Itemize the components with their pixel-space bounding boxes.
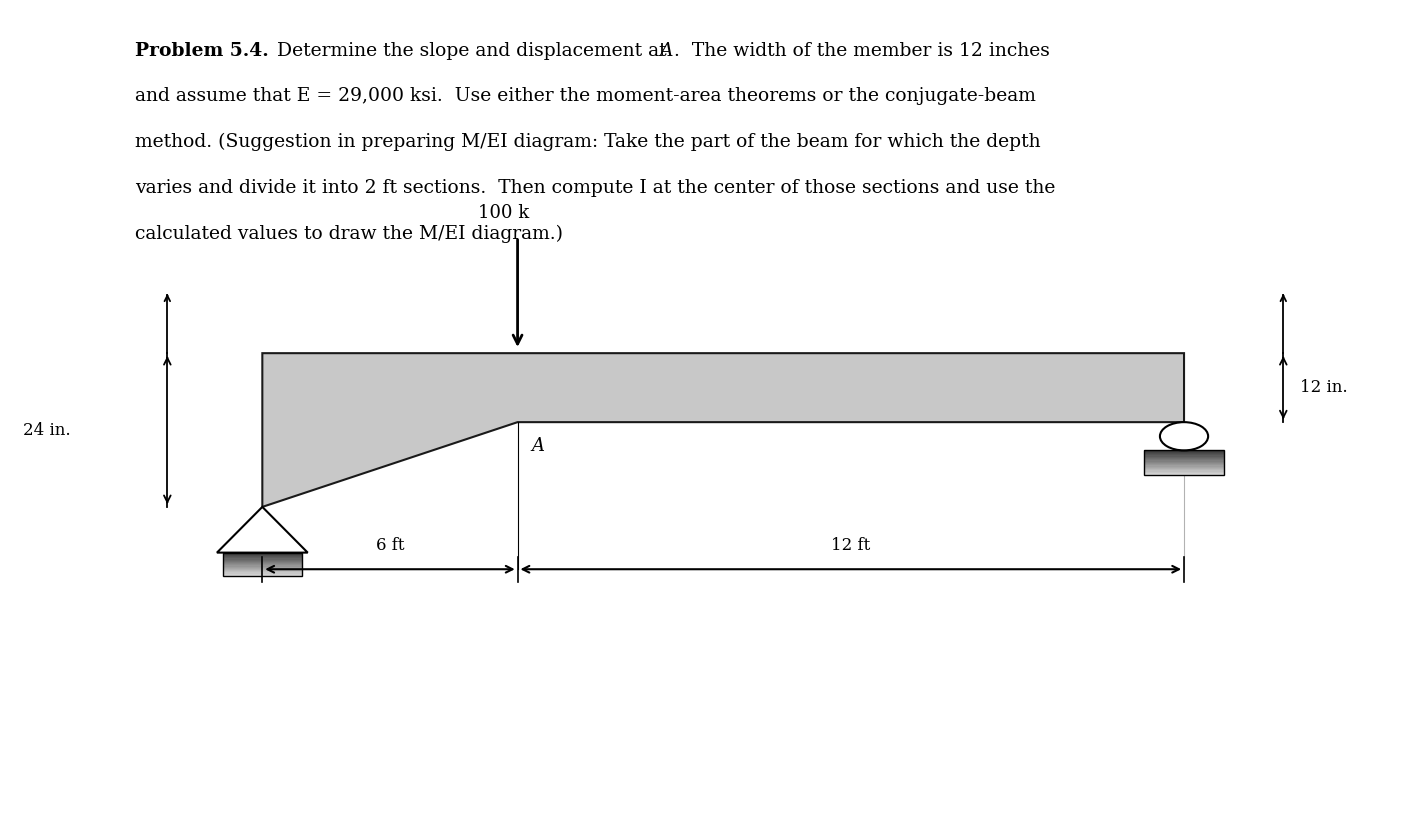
- Text: and assume that E = 29,000 ksi.  Use either the moment-area theorems or the conj: and assume that E = 29,000 ksi. Use eith…: [135, 87, 1035, 106]
- FancyBboxPatch shape: [1144, 459, 1224, 460]
- Text: 12 in.: 12 in.: [1300, 379, 1349, 396]
- Text: 12 ft: 12 ft: [831, 538, 871, 554]
- FancyBboxPatch shape: [1144, 465, 1224, 467]
- FancyBboxPatch shape: [223, 562, 302, 563]
- FancyBboxPatch shape: [223, 556, 302, 558]
- FancyBboxPatch shape: [223, 559, 302, 561]
- FancyBboxPatch shape: [223, 561, 302, 562]
- FancyBboxPatch shape: [1144, 452, 1224, 453]
- Polygon shape: [217, 507, 308, 553]
- Text: .  The width of the member is 12 inches: . The width of the member is 12 inches: [674, 42, 1049, 60]
- Text: Determine the slope and displacement at: Determine the slope and displacement at: [265, 42, 672, 60]
- FancyBboxPatch shape: [1144, 467, 1224, 468]
- FancyBboxPatch shape: [223, 569, 302, 570]
- FancyBboxPatch shape: [1144, 450, 1224, 452]
- FancyBboxPatch shape: [1144, 462, 1224, 463]
- FancyBboxPatch shape: [1144, 472, 1224, 473]
- Polygon shape: [262, 353, 1184, 507]
- FancyBboxPatch shape: [223, 571, 302, 573]
- FancyBboxPatch shape: [223, 575, 302, 576]
- FancyBboxPatch shape: [1144, 464, 1224, 465]
- FancyBboxPatch shape: [1144, 458, 1224, 459]
- FancyBboxPatch shape: [223, 565, 302, 567]
- FancyBboxPatch shape: [223, 555, 302, 556]
- FancyBboxPatch shape: [223, 553, 302, 555]
- FancyBboxPatch shape: [1144, 474, 1224, 475]
- FancyBboxPatch shape: [1144, 469, 1224, 470]
- Text: A: A: [532, 437, 545, 455]
- FancyBboxPatch shape: [223, 568, 302, 569]
- Text: varies and divide it into 2 ft sections.  Then compute I at the center of those : varies and divide it into 2 ft sections.…: [135, 179, 1055, 197]
- Circle shape: [1160, 422, 1208, 450]
- FancyBboxPatch shape: [1144, 473, 1224, 474]
- FancyBboxPatch shape: [1144, 468, 1224, 469]
- Text: 100 k: 100 k: [478, 204, 529, 222]
- FancyBboxPatch shape: [1144, 455, 1224, 457]
- FancyBboxPatch shape: [223, 558, 302, 559]
- Text: 24 in.: 24 in.: [23, 421, 71, 439]
- FancyBboxPatch shape: [1144, 463, 1224, 464]
- FancyBboxPatch shape: [1144, 454, 1224, 455]
- FancyBboxPatch shape: [223, 567, 302, 568]
- Text: 6 ft: 6 ft: [376, 538, 404, 554]
- FancyBboxPatch shape: [223, 564, 302, 565]
- FancyBboxPatch shape: [1144, 460, 1224, 462]
- Text: calculated values to draw the M/EI diagram.): calculated values to draw the M/EI diagr…: [135, 224, 563, 243]
- FancyBboxPatch shape: [223, 563, 302, 564]
- FancyBboxPatch shape: [1144, 453, 1224, 454]
- FancyBboxPatch shape: [1144, 470, 1224, 472]
- FancyBboxPatch shape: [223, 570, 302, 571]
- FancyBboxPatch shape: [223, 573, 302, 575]
- Text: method. (Suggestion in preparing M/EI diagram: Take the part of the beam for whi: method. (Suggestion in preparing M/EI di…: [135, 133, 1041, 151]
- FancyBboxPatch shape: [1144, 457, 1224, 458]
- Text: Problem 5.4.: Problem 5.4.: [135, 42, 268, 60]
- Text: A: A: [659, 42, 674, 60]
